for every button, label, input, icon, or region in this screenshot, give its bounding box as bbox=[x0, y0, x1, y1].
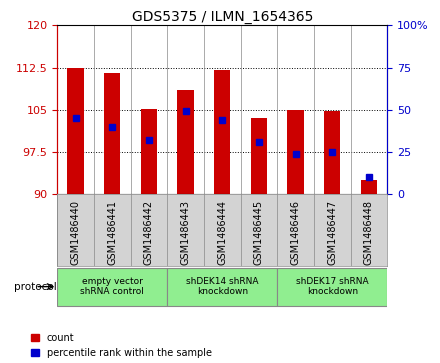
Bar bbox=[324, 111, 341, 194]
Bar bbox=[251, 118, 267, 194]
Text: GSM1486442: GSM1486442 bbox=[144, 200, 154, 265]
Text: GSM1486446: GSM1486446 bbox=[290, 200, 301, 265]
Bar bbox=[67, 68, 84, 194]
Bar bbox=[104, 73, 121, 194]
Legend: count, percentile rank within the sample: count, percentile rank within the sample bbox=[31, 333, 212, 358]
FancyBboxPatch shape bbox=[277, 269, 387, 306]
FancyBboxPatch shape bbox=[57, 269, 167, 306]
Text: GSM1486443: GSM1486443 bbox=[180, 200, 191, 265]
Bar bbox=[214, 70, 231, 194]
Text: GSM1486448: GSM1486448 bbox=[364, 200, 374, 265]
Bar bbox=[361, 180, 377, 194]
Text: protocol: protocol bbox=[15, 282, 57, 291]
Text: GSM1486445: GSM1486445 bbox=[254, 200, 264, 265]
Bar bbox=[141, 109, 157, 194]
Bar bbox=[287, 110, 304, 194]
Text: GSM1486444: GSM1486444 bbox=[217, 200, 227, 265]
Title: GDS5375 / ILMN_1654365: GDS5375 / ILMN_1654365 bbox=[132, 11, 313, 24]
Bar bbox=[177, 90, 194, 194]
Text: shDEK17 shRNA
knockdown: shDEK17 shRNA knockdown bbox=[296, 277, 369, 296]
Text: GSM1486440: GSM1486440 bbox=[70, 200, 81, 265]
Text: empty vector
shRNA control: empty vector shRNA control bbox=[80, 277, 144, 296]
Text: shDEK14 shRNA
knockdown: shDEK14 shRNA knockdown bbox=[186, 277, 258, 296]
Text: GSM1486441: GSM1486441 bbox=[107, 200, 117, 265]
Text: GSM1486447: GSM1486447 bbox=[327, 200, 337, 265]
FancyBboxPatch shape bbox=[167, 269, 277, 306]
